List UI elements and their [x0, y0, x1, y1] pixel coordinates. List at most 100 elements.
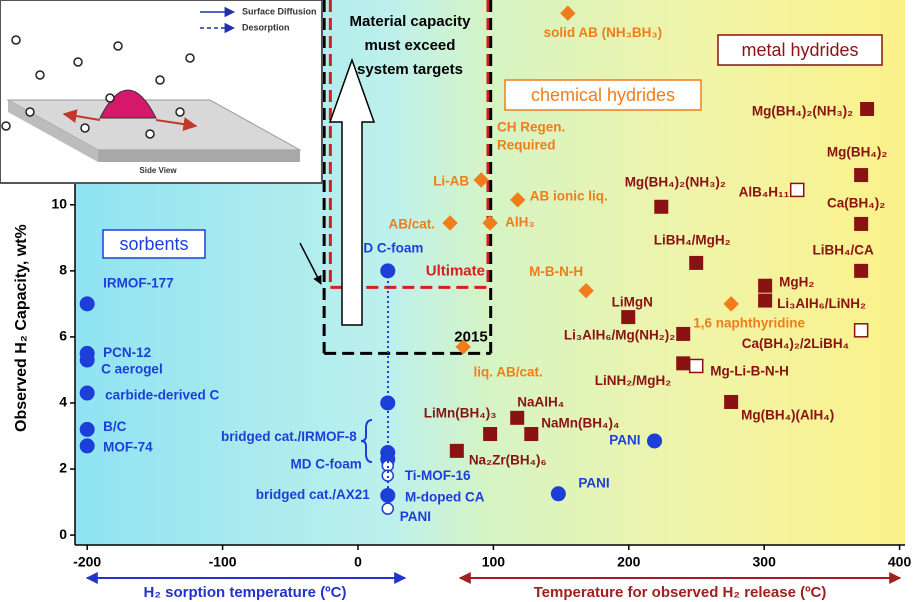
point-label: C aerogel — [101, 362, 163, 377]
target-note: must exceed — [365, 37, 456, 54]
y-tick-label: 10 — [51, 195, 67, 211]
point-label: carbide-derived C — [105, 388, 219, 403]
point-label: Mg(BH₄)₂(NH₃)₂ — [752, 104, 853, 119]
point — [560, 5, 576, 21]
point — [455, 339, 471, 355]
target-note: Material capacity — [350, 13, 472, 30]
point — [647, 433, 663, 449]
point-label: PANI — [609, 433, 640, 448]
group-label: sorbents — [119, 234, 188, 254]
point-label: Mg-Li-B-N-H — [710, 364, 789, 379]
molecules — [1, 35, 195, 139]
point-label: Li₃AlH₆/Mg(NH₂)₂ — [564, 327, 675, 342]
inset-legend: Desorption — [242, 22, 290, 32]
point-label: 1,6 naphthyridine — [693, 315, 805, 330]
group-label: chemical hydrides — [531, 85, 675, 105]
point — [79, 352, 95, 368]
point-label: B/C — [103, 419, 127, 434]
point — [854, 168, 869, 183]
point-label: Ca(BH₄)₂/2LiBH₄ — [742, 336, 849, 351]
plot-area: Ultimate 2015 IRMOF-177 PCN-12 C aerogel carb… — [79, 0, 887, 524]
inset-caption: Side View — [139, 166, 177, 175]
y-tick-label: 8 — [59, 262, 67, 278]
sorbents-box — [102, 229, 206, 259]
point — [524, 427, 539, 442]
x-tick-label: -200 — [73, 554, 101, 570]
point-label: Li₃AlH₆/LiNH₂ — [777, 296, 866, 311]
point — [758, 293, 773, 308]
point — [860, 102, 875, 116]
point-label: M-B-N-H — [529, 264, 583, 279]
point — [689, 255, 704, 270]
y-tick-label: 6 — [59, 328, 67, 344]
point-label: MgH₂ — [779, 274, 814, 289]
ticks: -200 -100 0 100 200 300 400 0 2 4 6 8 10 — [51, 195, 911, 569]
point — [723, 296, 739, 312]
point — [381, 502, 395, 515]
y-tick-label: 4 — [59, 394, 67, 410]
target-note: system targets — [357, 61, 463, 78]
point-label: LiMgN — [612, 295, 653, 310]
point — [853, 323, 869, 338]
inset-legend: Surface Diffusion — [242, 6, 317, 16]
point-label: M-doped CA — [405, 490, 485, 505]
point-label: Mg(BH₄)(AlH₄) — [741, 408, 834, 423]
point-label: NaMn(BH₄)₄ — [541, 416, 619, 431]
point — [621, 310, 636, 325]
diffusion-arrow — [62, 109, 101, 123]
point — [854, 216, 869, 231]
target-label: Ultimate — [426, 262, 485, 279]
point-label: LiBH₄/MgH₂ — [654, 232, 731, 247]
regen-note: Required — [497, 138, 556, 153]
point-label: Mg(BH₄)₂(NH₃)₂ — [625, 174, 726, 189]
point — [510, 410, 525, 425]
point-label: liq. AB/cat. — [474, 364, 543, 379]
point-label: PCN-12 — [103, 345, 151, 360]
pointer-line — [299, 242, 322, 285]
point-label: LiNH₂/MgH₂ — [595, 373, 672, 388]
regen-note: CH Regen. — [497, 120, 565, 135]
y-tick-label: 2 — [59, 460, 67, 476]
x-axis-label: H₂ sorption temperature (ºC) — [144, 584, 347, 601]
diffusion-arrow — [155, 117, 198, 132]
point — [380, 263, 396, 279]
inset: Surface Diffusion Desorption Side View — [0, 0, 323, 184]
point — [79, 296, 95, 312]
x-tick-label: 0 — [354, 554, 362, 570]
point-label: LiMn(BH₄)₃ — [424, 406, 497, 421]
point — [550, 486, 566, 502]
point — [449, 443, 464, 458]
point-label: Ti-MOF-16 — [405, 468, 471, 483]
point — [483, 427, 498, 442]
point — [380, 487, 396, 503]
x-tick-label: 400 — [888, 554, 912, 570]
point — [676, 326, 691, 341]
point-label: AB/cat. — [389, 217, 436, 232]
point-label: bridged cat./AX21 — [256, 487, 371, 502]
point — [482, 215, 498, 231]
point — [79, 385, 95, 401]
point-label: PANI — [400, 509, 431, 524]
y-axis-label: Observed H₂ Capacity, wt% — [13, 224, 30, 432]
target-label: 2015 — [454, 328, 487, 345]
slab-front — [98, 150, 300, 162]
point-label: MOF-74 — [103, 439, 153, 454]
point-label: Na₂Zr(BH₄)₆ — [469, 452, 547, 467]
x-axis-label: Temperature for observed H₂ release (ºC) — [534, 584, 827, 601]
point-label: AB ionic liq. — [530, 188, 608, 203]
target-arrow — [328, 57, 376, 326]
y-tick-label: 0 — [59, 526, 67, 542]
point-label: Ca(BH₄)₂ — [827, 196, 885, 211]
point-label: Mg(BH₄)₂ — [827, 145, 887, 160]
point-label: MD C-foam — [352, 240, 423, 255]
point — [676, 356, 691, 371]
group-label: metal hydrides — [741, 40, 858, 60]
point — [79, 421, 95, 437]
point — [758, 278, 773, 293]
point-label: Li-AB — [433, 174, 469, 189]
metal-box — [717, 34, 883, 66]
point-label: PANI — [578, 475, 609, 490]
point — [510, 192, 526, 208]
